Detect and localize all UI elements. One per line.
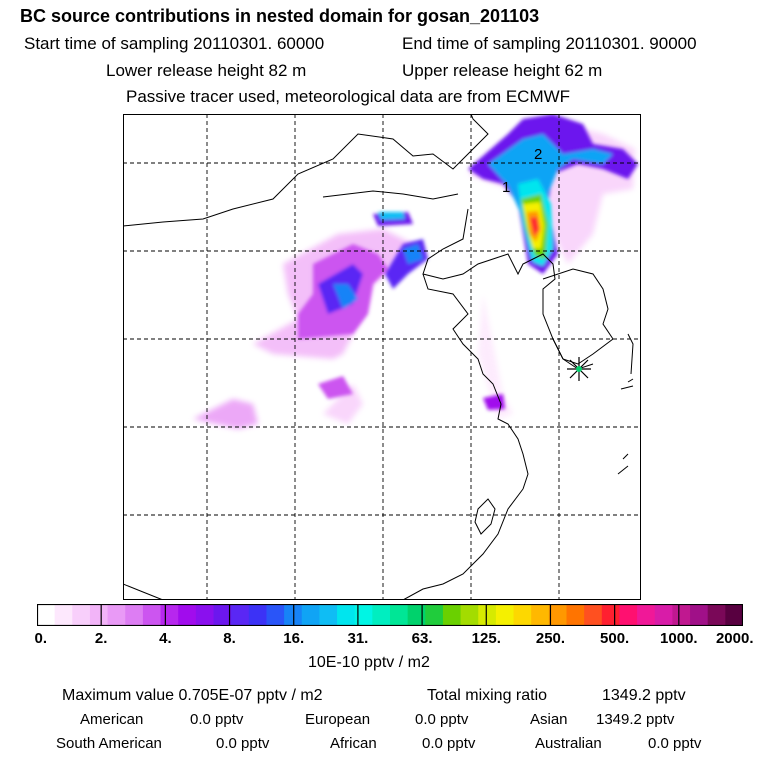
start-time-label: Start time of sampling 20110301. 60000 (24, 34, 325, 53)
colorbar-cell (266, 604, 285, 626)
colorbar-cell (707, 604, 726, 626)
plot-title: BC source contributions in nested domain… (20, 6, 540, 26)
coastlines (123, 114, 634, 600)
colorbar-cell (213, 604, 232, 626)
colorbar-cell (337, 604, 356, 626)
colorbar-cell (231, 604, 250, 626)
colorbar-cell (637, 604, 656, 626)
colorbar-tick-label: 4. (159, 630, 172, 647)
colorbar-tick-label: 500. (600, 630, 630, 647)
colorbar-cell (372, 604, 391, 626)
colorbar-cell (584, 604, 603, 626)
colorbar-cell (601, 604, 621, 626)
colorbar-tick-label: 63. (411, 630, 433, 647)
colorbar-cell (619, 604, 638, 626)
colorbar-cells (37, 604, 743, 626)
region-value: 0.0 pptv (216, 735, 270, 752)
upper-release-label: Upper release height 62 m (402, 61, 603, 80)
map-frame (123, 114, 641, 600)
colorbar-cell (460, 604, 479, 626)
colorbar-cell (107, 604, 126, 626)
colorbar-cell (195, 604, 215, 626)
region-value: 0.0 pptv (415, 711, 469, 728)
colorbar-cell (390, 604, 409, 626)
colorbar-cell (142, 604, 162, 626)
colorbar-cell (319, 604, 338, 626)
colorbar-cell (566, 604, 585, 626)
region-name: European (305, 711, 371, 728)
map-panel: 1 2 (123, 114, 641, 600)
colorbar-cell (478, 604, 497, 626)
star-marker-icon (567, 357, 591, 381)
end-time-label: End time of sampling 20110301. 90000 (402, 34, 697, 53)
total-mixing-value: 1349.2 pptv (602, 687, 686, 704)
colorbar-cell (72, 604, 91, 626)
tracer-note: Passive tracer used, meteorological data… (126, 87, 571, 106)
colorbar-tick-label: 1000. (660, 630, 698, 647)
colorbar-tick-label: 8. (223, 630, 236, 647)
colorbar-cell (690, 604, 709, 626)
colorbar-unit: 10E-10 pptv / m2 (308, 654, 430, 671)
colorbar-cell (301, 604, 320, 626)
colorbar-cell (407, 604, 426, 626)
colorbar-cell (248, 604, 268, 626)
colorbar-frame (37, 604, 743, 626)
colorbar-cell (513, 604, 532, 626)
region-name: African (330, 735, 377, 752)
lower-release-label: Lower release height 82 m (106, 61, 307, 80)
colorbar-tick-label: 125. (471, 630, 501, 647)
region-name: Australian (535, 735, 602, 752)
colorbar-tick-label: 2. (94, 630, 108, 647)
colorbar-cell (725, 604, 743, 626)
region-name: American (80, 711, 144, 728)
colorbar-cell (178, 604, 197, 626)
region-name: South American (56, 735, 162, 752)
colorbar-cell (425, 604, 444, 626)
total-mixing-label: Total mixing ratio (427, 687, 548, 704)
region-name: Asian (530, 711, 568, 728)
region-value: 1349.2 pptv (596, 711, 675, 728)
colorbar-cell (531, 604, 550, 626)
colorbar-tick-label: 250. (535, 630, 566, 647)
region-value: 0.0 pptv (648, 735, 702, 752)
colorbar-cell (654, 604, 673, 626)
colorbar-cell (125, 604, 144, 626)
plume-marker-2: 2 (534, 146, 542, 163)
colorbar-cell (548, 604, 568, 626)
colorbar-cell (54, 604, 73, 626)
colorbar-cell (160, 604, 179, 626)
colorbar-dividers (100, 604, 680, 626)
colorbar-cell (672, 604, 691, 626)
colorbar (37, 604, 743, 626)
region-value: 0.0 pptv (190, 711, 244, 728)
colorbar-tick-label: 0. (34, 630, 48, 647)
colorbar-tick-label: 31. (347, 630, 369, 647)
colorbar-cell (442, 604, 462, 626)
colorbar-cell (37, 604, 56, 626)
lat-lon-grid (123, 114, 641, 600)
colorbar-tick-label: 16. (283, 630, 305, 647)
colorbar-cell (354, 604, 373, 626)
plume-marker-1: 1 (502, 179, 510, 196)
colorbar-tick-label: 2000. (715, 630, 754, 647)
colorbar-cell (89, 604, 109, 626)
max-value-label: Maximum value 0.705E-07 pptv / m2 (62, 687, 323, 704)
colorbar-cell (495, 604, 515, 626)
region-value: 0.0 pptv (422, 735, 476, 752)
